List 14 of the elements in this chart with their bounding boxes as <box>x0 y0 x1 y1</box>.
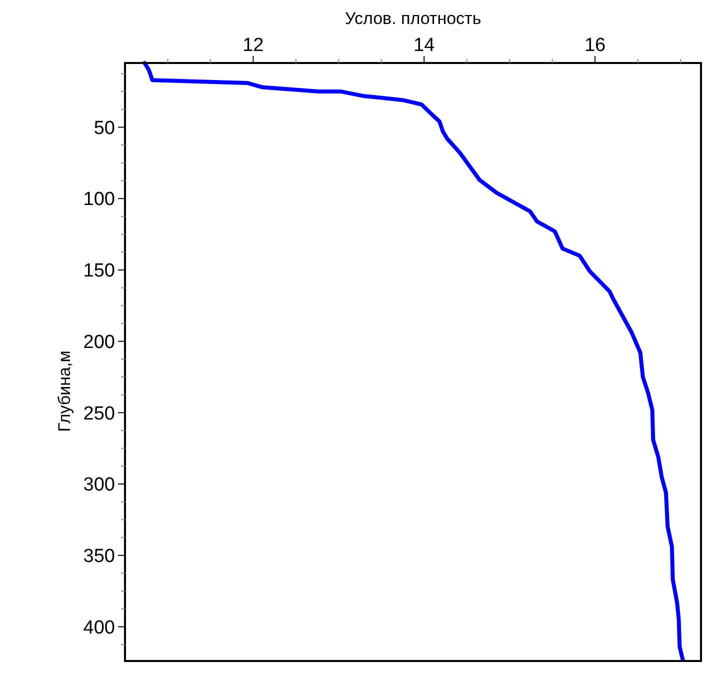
y-tick-label: 350 <box>83 546 115 568</box>
line-series <box>142 61 686 661</box>
y-tick-label: 400 <box>83 617 115 638</box>
y-tick-label: 200 <box>83 332 115 353</box>
y-tick-label: 150 <box>83 260 115 282</box>
y-tick-label: 100 <box>83 189 115 210</box>
x-tick-label: 12 <box>242 35 264 56</box>
y-tick-label: 50 <box>94 118 115 139</box>
y-axis-title: Глубина,м <box>55 350 74 432</box>
y-tick-label: 300 <box>83 474 115 496</box>
x-tick-label: 14 <box>414 35 436 56</box>
y-tick-label: 250 <box>83 403 115 424</box>
x-axis-title: Услов. плотность <box>344 9 482 28</box>
x-tick-label: 16 <box>584 35 606 56</box>
